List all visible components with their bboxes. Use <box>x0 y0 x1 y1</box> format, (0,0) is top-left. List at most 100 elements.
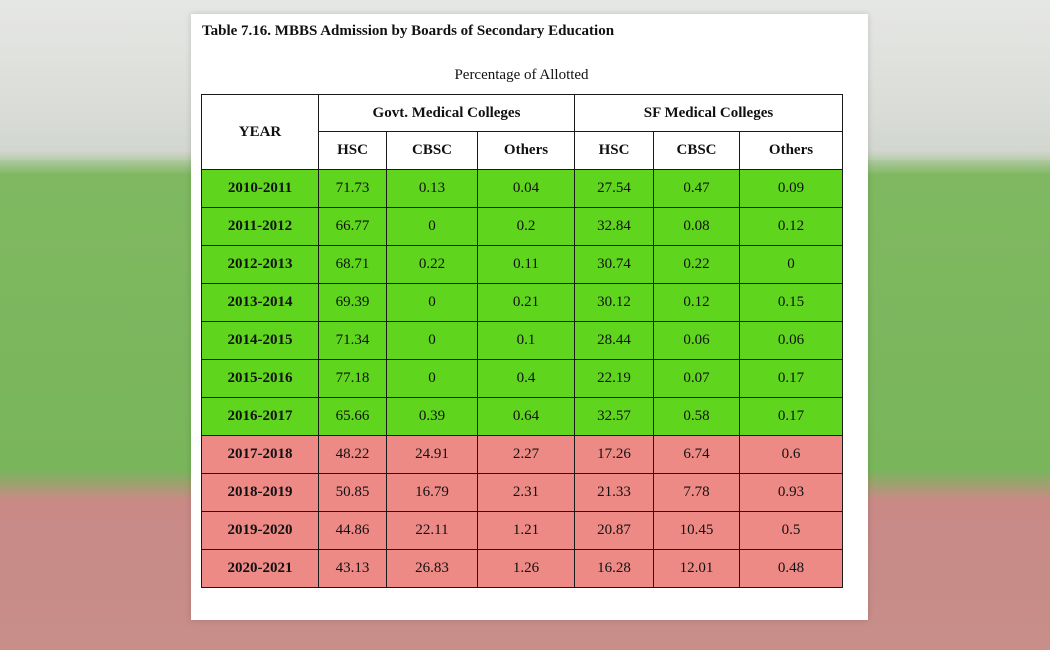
cell-govt-cbsc: 16.79 <box>386 473 478 512</box>
cell-sf-others: 0.12 <box>739 207 843 246</box>
cell-sf-cbsc: 0.12 <box>653 283 740 322</box>
cell-govt-cbsc: 0 <box>386 207 478 246</box>
admission-table: YEAR Govt. Medical Colleges SF Medical C… <box>201 94 843 588</box>
cell-govt-cbsc: 0 <box>386 359 478 398</box>
cell-govt-cbsc: 24.91 <box>386 435 478 474</box>
cell-govt-hsc: 65.66 <box>318 397 387 436</box>
cell-govt-others: 0.1 <box>477 321 575 360</box>
cell-govt-hsc: 71.34 <box>318 321 387 360</box>
cell-sf-cbsc: 0.22 <box>653 245 740 284</box>
cell-sf-others: 0.15 <box>739 283 843 322</box>
table-title: Table 7.16. MBBS Admission by Boards of … <box>202 23 615 39</box>
cell-govt-hsc: 43.13 <box>318 549 387 588</box>
table-row: 2012-2013 68.71 0.22 0.11 30.74 0.22 0 <box>201 245 843 284</box>
table-row: 2014-2015 71.34 0 0.1 28.44 0.06 0.06 <box>201 321 843 360</box>
table-row: 2013-2014 69.39 0 0.21 30.12 0.12 0.15 <box>201 283 843 322</box>
cell-govt-others: 0.4 <box>477 359 575 398</box>
table-row: 2019-2020 44.86 22.11 1.21 20.87 10.45 0… <box>201 511 843 550</box>
table-row: 2017-2018 48.22 24.91 2.27 17.26 6.74 0.… <box>201 435 843 474</box>
subheader-sf-cbsc: CBSC <box>653 131 740 170</box>
cell-sf-cbsc: 7.78 <box>653 473 740 512</box>
subheader-sf-hsc: HSC <box>574 131 654 170</box>
cell-govt-others: 1.26 <box>477 549 575 588</box>
cell-sf-others: 0.93 <box>739 473 843 512</box>
cell-sf-cbsc: 0.58 <box>653 397 740 436</box>
cell-govt-hsc: 66.77 <box>318 207 387 246</box>
cell-sf-hsc: 32.84 <box>574 207 654 246</box>
cell-sf-hsc: 16.28 <box>574 549 654 588</box>
cell-govt-hsc: 68.71 <box>318 245 387 284</box>
cell-govt-cbsc: 0.39 <box>386 397 478 436</box>
subheader-govt-hsc: HSC <box>318 131 387 170</box>
table-row: 2018-2019 50.85 16.79 2.31 21.33 7.78 0.… <box>201 473 843 512</box>
cell-sf-cbsc: 0.47 <box>653 169 740 208</box>
cell-govt-hsc: 77.18 <box>318 359 387 398</box>
row-year: 2013-2014 <box>201 283 319 322</box>
cell-sf-hsc: 30.74 <box>574 245 654 284</box>
cell-sf-hsc: 22.19 <box>574 359 654 398</box>
row-year: 2011-2012 <box>201 207 319 246</box>
cell-sf-cbsc: 12.01 <box>653 549 740 588</box>
cell-sf-cbsc: 0.07 <box>653 359 740 398</box>
cell-sf-others: 0.17 <box>739 397 843 436</box>
cell-sf-hsc: 32.57 <box>574 397 654 436</box>
cell-sf-hsc: 21.33 <box>574 473 654 512</box>
table-row: 2016-2017 65.66 0.39 0.64 32.57 0.58 0.1… <box>201 397 843 436</box>
row-year: 2019-2020 <box>201 511 319 550</box>
subheader-govt-others: Others <box>477 131 575 170</box>
cell-govt-cbsc: 0 <box>386 321 478 360</box>
table-row: 2011-2012 66.77 0 0.2 32.84 0.08 0.12 <box>201 207 843 246</box>
cell-sf-others: 0 <box>739 245 843 284</box>
row-year: 2015-2016 <box>201 359 319 398</box>
cell-govt-hsc: 44.86 <box>318 511 387 550</box>
year-header: YEAR <box>201 94 319 170</box>
table-row: 2010-2011 71.73 0.13 0.04 27.54 0.47 0.0… <box>201 169 843 208</box>
cell-sf-others: 0.06 <box>739 321 843 360</box>
cell-sf-cbsc: 10.45 <box>653 511 740 550</box>
cell-sf-cbsc: 6.74 <box>653 435 740 474</box>
cell-sf-hsc: 28.44 <box>574 321 654 360</box>
row-year: 2016-2017 <box>201 397 319 436</box>
group-header-govt: Govt. Medical Colleges <box>318 94 575 132</box>
row-year: 2020-2021 <box>201 549 319 588</box>
cell-govt-hsc: 50.85 <box>318 473 387 512</box>
subheader-sf-others: Others <box>739 131 843 170</box>
cell-sf-others: 0.48 <box>739 549 843 588</box>
cell-govt-others: 1.21 <box>477 511 575 550</box>
cell-govt-others: 0.21 <box>477 283 575 322</box>
group-header-sf: SF Medical Colleges <box>574 94 843 132</box>
cell-govt-others: 0.2 <box>477 207 575 246</box>
cell-govt-cbsc: 22.11 <box>386 511 478 550</box>
cell-govt-cbsc: 0.22 <box>386 245 478 284</box>
cell-sf-others: 0.09 <box>739 169 843 208</box>
cell-sf-cbsc: 0.08 <box>653 207 740 246</box>
cell-govt-others: 0.04 <box>477 169 575 208</box>
cell-sf-hsc: 27.54 <box>574 169 654 208</box>
row-year: 2014-2015 <box>201 321 319 360</box>
cell-sf-hsc: 20.87 <box>574 511 654 550</box>
cell-govt-cbsc: 0 <box>386 283 478 322</box>
cell-govt-cbsc: 26.83 <box>386 549 478 588</box>
cell-sf-hsc: 30.12 <box>574 283 654 322</box>
row-year: 2017-2018 <box>201 435 319 474</box>
table-row: 2015-2016 77.18 0 0.4 22.19 0.07 0.17 <box>201 359 843 398</box>
subheader-govt-cbsc: CBSC <box>386 131 478 170</box>
table-body: 2010-2011 71.73 0.13 0.04 27.54 0.47 0.0… <box>201 169 843 588</box>
row-year: 2010-2011 <box>201 169 319 208</box>
row-year: 2018-2019 <box>201 473 319 512</box>
cell-govt-hsc: 48.22 <box>318 435 387 474</box>
cell-govt-others: 0.64 <box>477 397 575 436</box>
cell-sf-others: 0.5 <box>739 511 843 550</box>
cell-govt-cbsc: 0.13 <box>386 169 478 208</box>
row-year: 2012-2013 <box>201 245 319 284</box>
cell-sf-hsc: 17.26 <box>574 435 654 474</box>
cell-govt-hsc: 69.39 <box>318 283 387 322</box>
table-subtitle: Percentage of Allotted <box>454 67 589 83</box>
cell-govt-others: 2.31 <box>477 473 575 512</box>
cell-govt-hsc: 71.73 <box>318 169 387 208</box>
document-page: Table 7.16. MBBS Admission by Boards of … <box>191 14 868 620</box>
cell-govt-others: 2.27 <box>477 435 575 474</box>
table-row: 2020-2021 43.13 26.83 1.26 16.28 12.01 0… <box>201 549 843 588</box>
cell-sf-cbsc: 0.06 <box>653 321 740 360</box>
cell-govt-others: 0.11 <box>477 245 575 284</box>
